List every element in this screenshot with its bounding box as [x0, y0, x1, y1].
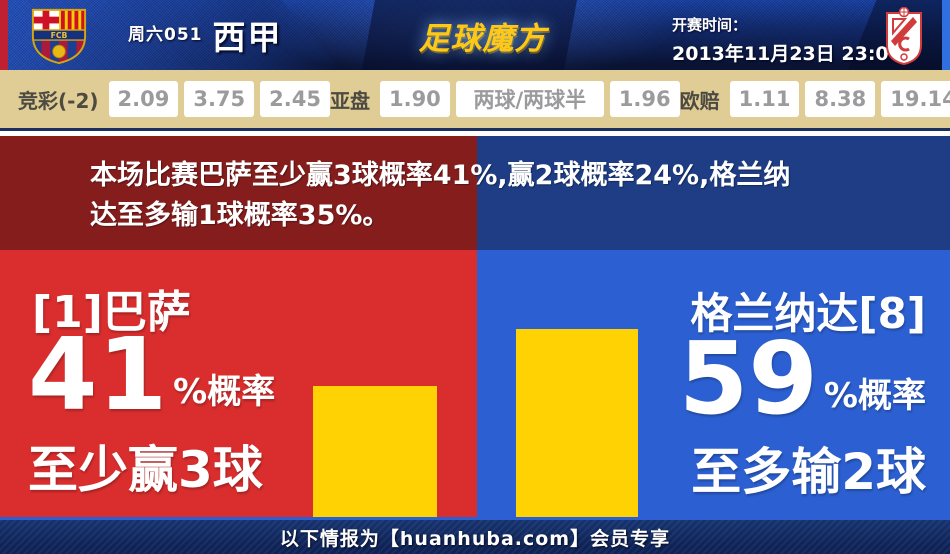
summary-text: 本场比赛巴萨至少赢3球概率41%,赢2球概率24%,格兰纳 达至多输1球概率35…	[90, 156, 790, 236]
jingcai-label: 竞彩(-2)	[18, 88, 99, 113]
away-probability-row: 59 %概率	[678, 320, 926, 437]
kickoff-label: 开赛时间：	[672, 16, 748, 34]
yapan-label: 亚盘	[329, 88, 370, 113]
divider-gap	[0, 131, 950, 136]
home-percent-caption: %概率	[173, 372, 276, 412]
home-probability-row: 41 %概率	[28, 316, 276, 433]
probability-panels: [1]巴萨 41 %概率 至少赢3球 格兰纳达[8] 59 %概率 至多输2球	[0, 250, 950, 517]
home-outcome-label: 至少赢3球	[28, 441, 263, 499]
home-probability-panel: [1]巴萨 41 %概率 至少赢3球	[0, 250, 477, 517]
oupei-odds-group: 欧赔 1.11 8.38 19.14	[680, 81, 950, 117]
summary-line-1: 本场比赛巴萨至少赢3球概率41%,赢2球概率24%,格兰纳	[90, 160, 791, 191]
jingcai-away-odds: 2.45	[260, 81, 330, 117]
yapan-handicap: 两球/两球半	[455, 81, 604, 117]
site-logo: 足球魔方	[418, 20, 547, 57]
home-probability-bar	[313, 386, 437, 517]
header-logo-zone	[362, 0, 577, 70]
yapan-away-odds: 1.96	[609, 81, 680, 117]
away-probability-value: 59	[678, 320, 818, 437]
footer-text: 以下情报为【huanhuba.com】会员专享	[279, 527, 671, 550]
footer-bar: 以下情报为【huanhuba.com】会员专享	[0, 517, 950, 554]
granada-crest-icon	[886, 7, 922, 65]
header-bar: FCB 周六051 西甲 足球魔方 开赛时间： 2013年11月23日 23:0…	[0, 0, 950, 70]
oupei-away-odds: 19.14	[881, 81, 950, 117]
crest-fcb-text: FCB	[51, 31, 68, 40]
away-percent-caption: %概率	[823, 376, 926, 416]
yapan-odds-group: 亚盘 1.90 两球/两球半 1.96	[330, 81, 680, 117]
match-code-label: 周六051	[128, 24, 203, 45]
away-probability-panel: 格兰纳达[8] 59 %概率 至多输2球	[477, 250, 950, 517]
yapan-home-odds: 1.90	[379, 81, 450, 117]
home-team-label: [1]巴萨	[32, 287, 191, 338]
league-title: 西甲	[212, 18, 283, 57]
left-edge-accent	[0, 0, 8, 70]
summary-line-2: 达至多输1球概率35%。	[90, 200, 390, 231]
home-probability-value: 41	[28, 316, 168, 433]
kickoff-info: 开赛时间： 2013年11月23日 23:00	[672, 14, 902, 66]
oupei-home-odds: 1.11	[729, 81, 800, 117]
oupei-label: 欧赔	[679, 88, 720, 113]
kickoff-time: 2013年11月23日 23:00	[672, 43, 902, 65]
jingcai-odds-group: 竞彩(-2) 2.09 3.75 2.45	[18, 81, 330, 117]
summary-bg-away	[477, 136, 950, 250]
summary-bg-home	[0, 136, 477, 250]
jingcai-draw-odds: 3.75	[184, 81, 255, 117]
odds-bar: 竞彩(-2) 2.09 3.75 2.45 亚盘 1.90 两球/两球半 1.9…	[0, 70, 950, 128]
barcelona-crest-icon: FCB	[31, 8, 87, 65]
away-outcome-label: 至多输2球	[691, 443, 926, 501]
away-probability-bar	[516, 329, 638, 517]
oupei-draw-odds: 8.38	[805, 81, 876, 117]
away-team-label: 格兰纳达[8]	[690, 289, 926, 338]
right-edge-accent	[942, 0, 950, 70]
summary-banner: 本场比赛巴萨至少赢3球概率41%,赢2球概率24%,格兰纳 达至多输1球概率35…	[0, 136, 950, 250]
jingcai-home-odds: 2.09	[108, 81, 179, 117]
divider-line	[0, 128, 950, 131]
match-label: 周六051 西甲	[128, 0, 283, 70]
